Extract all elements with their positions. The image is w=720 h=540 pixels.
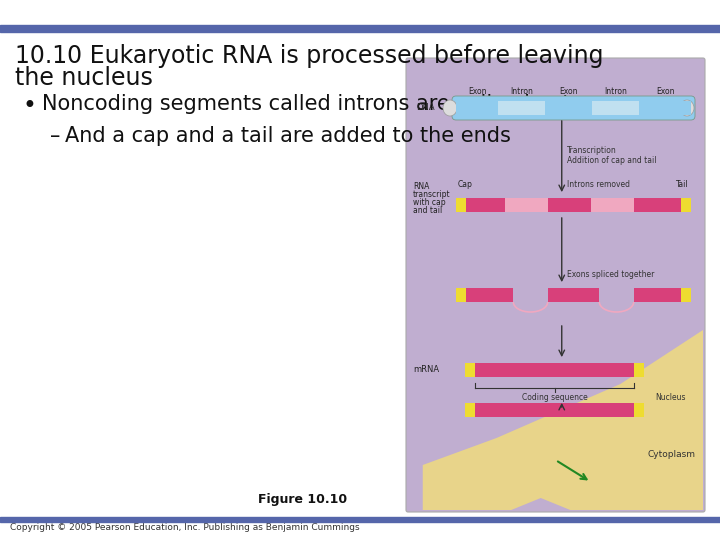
Bar (545, 101, 593, 115)
Text: Figure 10.10: Figure 10.10 (258, 493, 347, 506)
Bar (456, 101, 498, 115)
Bar (548, 288, 599, 302)
Bar (466, 288, 513, 302)
Text: DNA: DNA (416, 104, 435, 112)
Text: Exon: Exon (559, 87, 578, 96)
Bar (634, 363, 644, 377)
Bar (639, 101, 691, 115)
Ellipse shape (443, 100, 457, 116)
Text: Intron: Intron (510, 87, 534, 96)
Text: –: – (50, 126, 60, 146)
Text: mRNA: mRNA (413, 366, 439, 375)
Text: Exon: Exon (656, 87, 675, 96)
Text: 10.10 Eukaryotic RNA is processed before leaving: 10.10 Eukaryotic RNA is processed before… (15, 44, 603, 68)
Text: Noncoding segments called introns are spliced out: Noncoding segments called introns are sp… (42, 94, 570, 114)
Bar (475, 403, 634, 417)
Bar (590, 198, 634, 212)
Polygon shape (511, 498, 570, 510)
Text: Cap: Cap (458, 180, 473, 189)
Text: •: • (22, 94, 36, 118)
Bar (681, 288, 691, 302)
Bar (681, 198, 691, 212)
Text: with cap: with cap (413, 198, 446, 207)
Ellipse shape (680, 100, 694, 116)
Bar (505, 198, 548, 212)
Bar (456, 198, 466, 212)
Text: Addition of cap and tail: Addition of cap and tail (567, 156, 656, 165)
Bar (498, 101, 545, 115)
Bar (465, 403, 475, 417)
Bar (593, 101, 639, 115)
Text: And a cap and a tail are added to the ends: And a cap and a tail are added to the en… (65, 126, 511, 146)
Polygon shape (423, 330, 703, 510)
Text: Copyright © 2005 Pearson Education, Inc. Publishing as Benjamin Cummings: Copyright © 2005 Pearson Education, Inc.… (10, 523, 359, 532)
Bar (475, 363, 634, 377)
Text: Exons spliced together: Exons spliced together (567, 270, 654, 279)
Text: Intron: Intron (604, 87, 627, 96)
Bar (634, 403, 644, 417)
Bar (0, 517, 720, 522)
Text: Cytoplasm: Cytoplasm (647, 450, 695, 459)
FancyBboxPatch shape (406, 58, 705, 512)
Bar (465, 363, 475, 377)
Bar (466, 198, 681, 212)
Text: RNA: RNA (413, 182, 429, 191)
Text: Transcription: Transcription (567, 146, 616, 155)
Text: Nucleus: Nucleus (655, 393, 686, 402)
FancyBboxPatch shape (452, 96, 695, 120)
Text: and tail: and tail (413, 206, 442, 215)
Bar (456, 288, 466, 302)
Text: Tail: Tail (676, 180, 689, 189)
Bar (0, 25, 720, 32)
Text: Coding sequence: Coding sequence (522, 393, 588, 402)
Text: Exon: Exon (468, 87, 487, 96)
Text: transcript: transcript (413, 190, 451, 199)
Bar (634, 288, 681, 302)
Text: Introns removed: Introns removed (567, 180, 630, 189)
Text: the nucleus: the nucleus (15, 66, 153, 90)
